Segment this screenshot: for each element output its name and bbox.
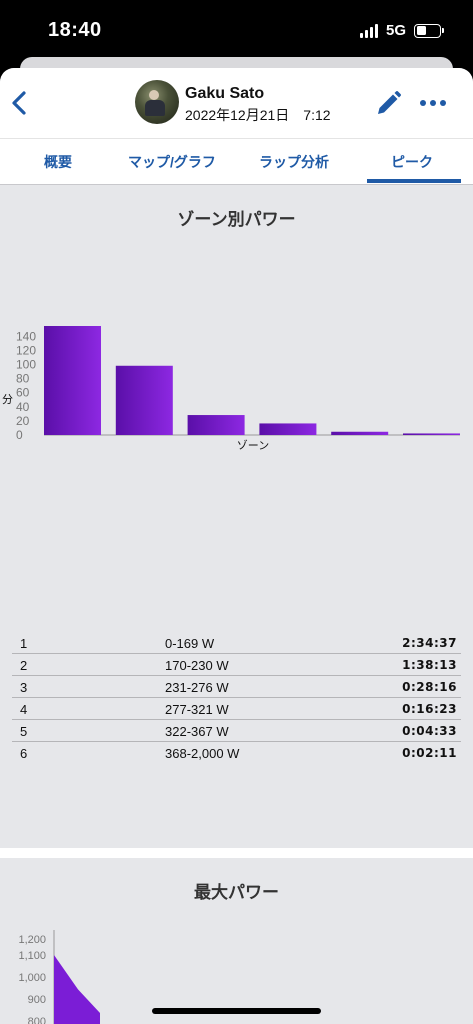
y-tick-label: 1,200	[18, 934, 46, 946]
tab-bar: 概要 マップ/グラフ ラップ分析 ピーク	[0, 138, 473, 185]
zone-number: 6	[20, 746, 28, 761]
zone-range: 170-230 W	[165, 658, 229, 673]
x-axis-label: ゾーン	[237, 439, 269, 452]
more-options-button[interactable]	[420, 98, 448, 108]
zone-range: 277-321 W	[165, 702, 229, 717]
zone-time: 0:02:11	[402, 746, 457, 760]
bar-zone-4[interactable]	[259, 423, 317, 435]
zone-number: 1	[20, 636, 28, 651]
zone-time: 0:28:16	[402, 680, 457, 694]
activity-header: Gaku Sato 2022年12月21日 7:12	[0, 68, 473, 138]
tab-lap-analysis[interactable]: ラップ分析	[259, 154, 329, 170]
y-tick-label: 0	[16, 428, 23, 442]
y-tick-label: 1,100	[18, 950, 46, 962]
bar-zone-5[interactable]	[331, 431, 389, 435]
y-tick-label: 40	[16, 400, 30, 414]
tab-peak[interactable]: ピーク	[391, 154, 433, 170]
status-bar: 18:40 5G	[0, 0, 473, 62]
y-tick-label: 1,000	[18, 972, 46, 984]
max-power-area	[54, 955, 100, 1024]
network-type: 5G	[385, 22, 406, 39]
table-row: 6 368-2,000 W 0:02:11	[12, 742, 461, 764]
section-divider	[0, 848, 473, 858]
chevron-left-icon	[12, 91, 26, 115]
zone-power-title: ゾーン別パワー	[177, 210, 296, 229]
table-row: 3 231-276 W 0:28:16	[12, 676, 461, 698]
status-time: 18:40	[48, 19, 102, 41]
cellular-signal-icon	[359, 23, 378, 38]
zone-number: 2	[20, 658, 28, 673]
table-row: 1 0-169 W 2:34:37	[12, 632, 461, 654]
zone-time: 2:34:37	[402, 636, 457, 650]
y-tick-label: 100	[16, 357, 36, 371]
tab-overview[interactable]: 概要	[44, 154, 72, 170]
zone-time: 1:38:13	[402, 658, 457, 672]
y-axis-label: 分	[2, 394, 13, 406]
activity-sheet: Gaku Sato 2022年12月21日 7:12 概要 マップ/グラフ ラッ…	[0, 68, 473, 1024]
zone-range: 231-276 W	[165, 680, 229, 695]
y-tick-label: 60	[16, 386, 30, 400]
activity-date: 2022年12月21日 7:12	[185, 107, 331, 123]
y-tick-label: 80	[16, 372, 30, 386]
home-indicator	[152, 1008, 321, 1014]
edit-button[interactable]	[372, 88, 404, 120]
zone-table: 1 0-169 W 2:34:37 2 170-230 W 1:38:13 3 …	[12, 632, 461, 764]
y-tick-label: 800	[28, 1016, 46, 1024]
battery-icon	[414, 23, 444, 38]
back-button[interactable]	[8, 88, 32, 118]
zone-number: 3	[20, 680, 28, 695]
zone-range: 368-2,000 W	[165, 746, 240, 761]
zone-time: 0:16:23	[402, 702, 457, 716]
zone-time: 0:04:33	[402, 724, 457, 738]
y-tick-label: 120	[16, 343, 36, 357]
bar-zone-6[interactable]	[403, 433, 460, 435]
table-row: 4 277-321 W 0:16:23	[12, 698, 461, 720]
bar-zone-3[interactable]	[187, 415, 245, 435]
zone-range: 322-367 W	[165, 724, 229, 739]
zone-number: 4	[20, 702, 28, 717]
table-row: 5 322-367 W 0:04:33	[12, 720, 461, 742]
zone-number: 5	[20, 724, 28, 739]
table-row: 2 170-230 W 1:38:13	[12, 654, 461, 676]
dot-icon	[430, 100, 436, 106]
bar-zone-1[interactable]	[44, 326, 101, 435]
active-tab-indicator	[367, 179, 461, 183]
avatar[interactable]	[135, 80, 179, 124]
y-tick-label: 140	[16, 329, 36, 343]
user-name: Gaku Sato	[185, 85, 265, 102]
tab-map-graph[interactable]: マップ/グラフ	[128, 154, 216, 170]
max-power-title: 最大パワー	[194, 883, 279, 902]
status-icons: 5G	[359, 22, 444, 39]
zone-range: 0-169 W	[165, 636, 215, 651]
pencil-icon	[378, 91, 401, 114]
y-tick-label: 900	[28, 994, 46, 1006]
bar-zone-2[interactable]	[115, 365, 173, 435]
dot-icon	[440, 100, 446, 106]
y-tick-label: 20	[16, 414, 30, 428]
dot-icon	[420, 100, 426, 106]
max-power-chart: 800 900 1,000 1,100 1,200	[18, 930, 100, 1024]
